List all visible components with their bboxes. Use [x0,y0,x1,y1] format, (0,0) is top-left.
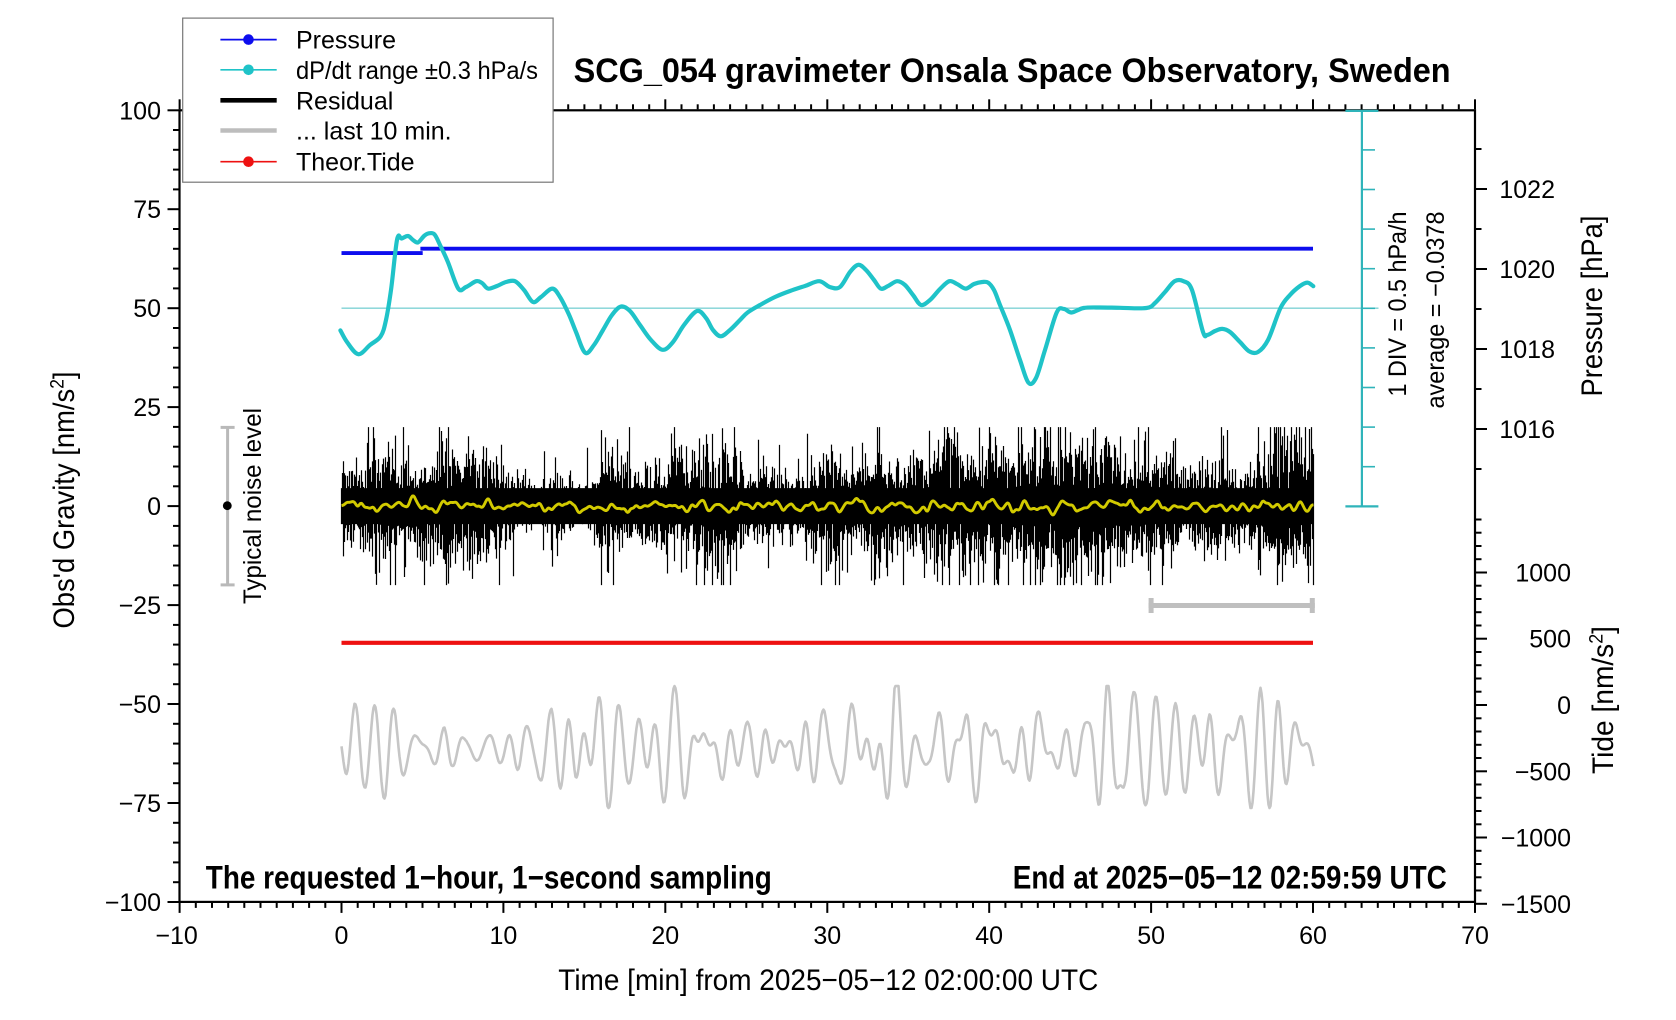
svg-text:1 DIV = 0.5 hPa/h: 1 DIV = 0.5 hPa/h [1384,212,1412,397]
svg-text:−500: −500 [1515,758,1571,786]
svg-text:average = −0.0378: average = −0.0378 [1422,212,1450,409]
svg-text:30: 30 [813,922,841,950]
svg-text:40: 40 [975,922,1003,950]
svg-text:Theor.Tide: Theor.Tide [296,149,415,177]
svg-text:70: 70 [1461,922,1489,950]
svg-text:50: 50 [1137,922,1165,950]
svg-text:50: 50 [133,295,161,323]
svg-text:−10: −10 [155,922,197,950]
svg-text:Pressure [hPa]: Pressure [hPa] [1576,216,1609,397]
svg-text:20: 20 [651,922,679,950]
svg-text:10: 10 [489,922,517,950]
svg-text:75: 75 [133,196,161,224]
svg-text:... last 10 min.: ... last 10 min. [296,118,452,146]
svg-text:Residual: Residual [296,87,393,115]
svg-text:Pressure: Pressure [296,27,396,55]
svg-text:−1500: −1500 [1501,891,1571,919]
svg-text:dP/dt range ±0.3 hPa/s: dP/dt range ±0.3 hPa/s [296,57,538,85]
svg-text:500: 500 [1529,626,1571,654]
svg-text:End at 2025−05−12 02:59:59 UTC: End at 2025−05−12 02:59:59 UTC [1013,860,1447,896]
svg-text:60: 60 [1299,922,1327,950]
svg-text:1022: 1022 [1499,176,1555,204]
svg-text:Tide [nm/s2]: Tide [nm/s2] [1587,626,1621,774]
svg-text:1018: 1018 [1499,336,1555,364]
svg-text:25: 25 [133,394,161,422]
svg-text:−25: −25 [119,592,161,620]
svg-text:1016: 1016 [1499,416,1555,444]
svg-text:Time [min] from 2025−05−12 02:: Time [min] from 2025−05−12 02:00:00 UTC [558,964,1098,997]
svg-text:1000: 1000 [1515,560,1571,588]
svg-text:The requested 1−hour, 1−second: The requested 1−hour, 1−second sampling [206,860,772,896]
svg-text:0: 0 [335,922,349,950]
svg-text:−75: −75 [119,790,161,818]
svg-text:0: 0 [1557,692,1571,720]
svg-text:0: 0 [147,493,161,521]
svg-text:−100: −100 [105,889,161,917]
svg-text:100: 100 [119,97,161,125]
svg-text:Typical noise level: Typical noise level [239,408,267,604]
svg-text:1020: 1020 [1499,256,1555,284]
svg-text:−50: −50 [119,691,161,719]
svg-text:Obs'd Gravity [nm/s2]: Obs'd Gravity [nm/s2] [48,371,82,628]
svg-text:−1000: −1000 [1501,825,1571,853]
svg-text:SCG_054 gravimeter Onsala Spac: SCG_054 gravimeter Onsala Space Observat… [574,52,1451,90]
